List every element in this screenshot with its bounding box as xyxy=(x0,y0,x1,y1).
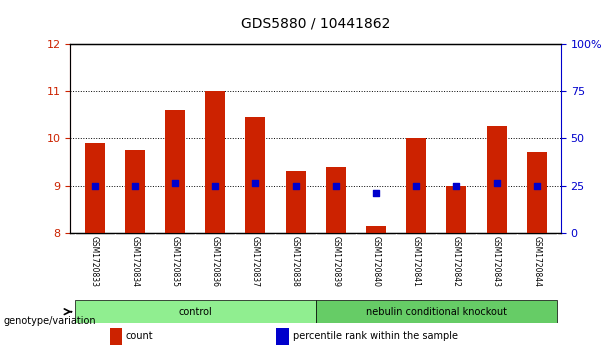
Bar xyxy=(286,171,306,233)
Point xyxy=(291,183,300,188)
Point xyxy=(371,190,381,196)
Bar xyxy=(527,152,547,233)
Bar xyxy=(110,328,122,345)
Point xyxy=(89,183,99,188)
Text: GSM1720833: GSM1720833 xyxy=(90,236,99,287)
Point xyxy=(492,180,501,186)
Point xyxy=(411,183,421,188)
Point xyxy=(532,183,542,188)
Bar xyxy=(205,91,225,233)
Bar xyxy=(446,185,466,233)
Point xyxy=(251,180,261,186)
Text: GSM1720840: GSM1720840 xyxy=(371,236,381,287)
Point xyxy=(210,183,220,188)
Text: GSM1720844: GSM1720844 xyxy=(532,236,541,287)
Text: GSM1720842: GSM1720842 xyxy=(452,236,461,287)
Text: GDS5880 / 10441862: GDS5880 / 10441862 xyxy=(241,17,390,31)
Text: GSM1720835: GSM1720835 xyxy=(170,236,180,287)
Point xyxy=(170,180,180,186)
Text: nebulin conditional knockout: nebulin conditional knockout xyxy=(366,307,507,317)
Text: control: control xyxy=(178,307,212,317)
Text: GSM1720836: GSM1720836 xyxy=(211,236,219,287)
Text: GSM1720837: GSM1720837 xyxy=(251,236,260,287)
Bar xyxy=(487,126,506,233)
Bar xyxy=(406,138,426,233)
Bar xyxy=(366,226,386,233)
Bar xyxy=(75,300,316,323)
Bar xyxy=(165,110,185,233)
Bar xyxy=(125,150,145,233)
Point xyxy=(130,183,140,188)
Point xyxy=(452,183,462,188)
Text: GSM1720839: GSM1720839 xyxy=(331,236,340,287)
Text: count: count xyxy=(126,331,153,341)
Bar xyxy=(276,328,289,345)
Text: GSM1720841: GSM1720841 xyxy=(412,236,421,287)
Bar xyxy=(85,143,105,233)
Bar xyxy=(326,167,346,233)
Text: genotype/variation: genotype/variation xyxy=(3,316,96,326)
Bar xyxy=(316,300,557,323)
Text: GSM1720834: GSM1720834 xyxy=(131,236,139,287)
Text: GSM1720843: GSM1720843 xyxy=(492,236,501,287)
Text: GSM1720838: GSM1720838 xyxy=(291,236,300,287)
Bar xyxy=(245,117,265,233)
Point xyxy=(331,183,341,188)
Text: percentile rank within the sample: percentile rank within the sample xyxy=(292,331,458,341)
